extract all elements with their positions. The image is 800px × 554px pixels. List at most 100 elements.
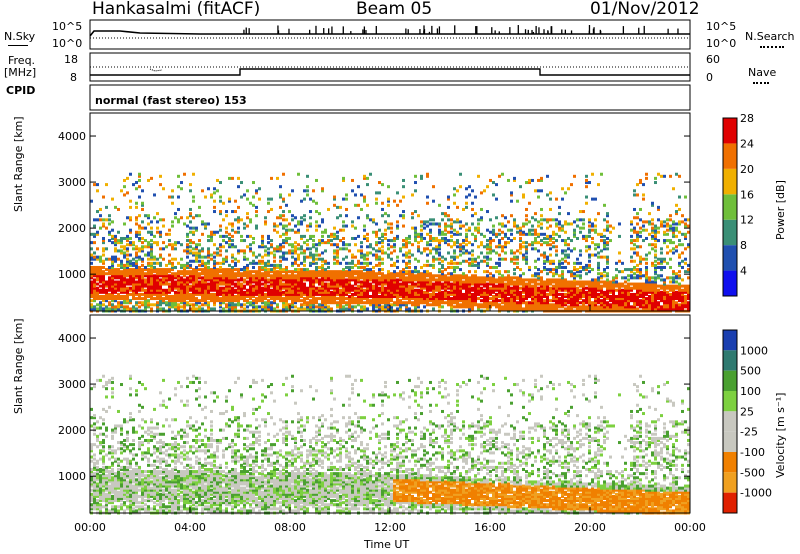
echo-cell [123, 255, 126, 259]
echo-cell [603, 299, 606, 303]
echo-cell [387, 294, 390, 298]
echo-cell [639, 234, 642, 238]
echo-cell [270, 239, 273, 243]
echo-cell [102, 276, 105, 280]
echo-cell [324, 303, 327, 307]
echo-cell [141, 207, 144, 211]
echo-cell [606, 294, 609, 298]
echo-cell [477, 218, 480, 222]
echo-cell [423, 284, 426, 288]
echo-cell [621, 290, 624, 294]
echo-cell [552, 236, 555, 240]
echo-cell [450, 245, 453, 249]
echo-cell [474, 297, 477, 301]
echo-cell [285, 294, 288, 298]
echo-cell [507, 305, 510, 309]
echo-cell [135, 276, 138, 280]
echo-cell [228, 292, 231, 296]
echo-cell [150, 245, 153, 249]
echo-cell [207, 251, 210, 255]
echo-cell [447, 195, 450, 199]
echo-cell [366, 276, 369, 280]
echo-cell [630, 234, 633, 238]
echo-cell [351, 276, 354, 280]
echo-cell [111, 297, 114, 301]
echo-cell [390, 294, 393, 298]
echo-cell [600, 280, 603, 284]
echo-cell [459, 286, 462, 290]
echo-cell [219, 268, 222, 272]
echo-cell [114, 259, 117, 263]
echo-cell [219, 224, 222, 228]
echo-cell [321, 299, 324, 303]
echo-cell [612, 297, 615, 301]
echo-cell [258, 253, 261, 257]
echo-cell [516, 278, 519, 282]
echo-cell [183, 288, 186, 292]
echo-cell [501, 288, 504, 292]
echo-cell [468, 185, 471, 189]
echo-cell [303, 268, 306, 272]
echo-cell [135, 259, 138, 263]
echo-cell [147, 216, 150, 220]
echo-cell [486, 305, 489, 309]
echo-cell [474, 212, 477, 216]
echo-cell [408, 297, 411, 301]
echo-cell [456, 294, 459, 298]
echo-cell [486, 303, 489, 307]
echo-cell [126, 270, 129, 274]
echo-cell [390, 222, 393, 226]
echo-cell [228, 222, 231, 226]
echo-cell [465, 205, 468, 209]
echo-cell [504, 284, 507, 288]
echo-cell [435, 303, 438, 307]
echo-cell [249, 292, 252, 296]
echo-cell [498, 245, 501, 249]
echo-cell [561, 299, 564, 303]
echo-cell [543, 268, 546, 272]
echo-cell [450, 307, 453, 311]
echo-cell [531, 288, 534, 292]
echo-cell [309, 284, 312, 288]
echo-cell [444, 292, 447, 296]
echo-cell [636, 299, 639, 303]
echo-cell [222, 234, 225, 238]
echo-cell [561, 286, 564, 290]
echo-cell [414, 278, 417, 282]
echo-cell [633, 292, 636, 296]
echo-cell [573, 174, 576, 178]
echo-cell [306, 288, 309, 292]
echo-cell [366, 284, 369, 288]
echo-cell [174, 292, 177, 296]
echo-cell [450, 234, 453, 238]
echo-cell [405, 263, 408, 267]
echo-cell [255, 297, 258, 301]
echo-cell [357, 203, 360, 207]
echo-cell [261, 265, 264, 269]
echo-cell [300, 234, 303, 238]
echo-cell [342, 220, 345, 224]
echo-cell [432, 199, 435, 203]
echo-cell [537, 297, 540, 301]
echo-cell [597, 280, 600, 284]
echo-cell [573, 299, 576, 303]
echo-cell [561, 224, 564, 228]
echo-cell [540, 232, 543, 236]
echo-cell [177, 294, 180, 298]
echo-cell [534, 301, 537, 305]
echo-cell [555, 290, 558, 294]
echo-cell [336, 292, 339, 296]
echo-cell [531, 247, 534, 251]
echo-cell [372, 292, 375, 296]
echo-cell [216, 292, 219, 296]
echo-cell [291, 290, 294, 294]
echo-cell [117, 286, 120, 290]
echo-cell [141, 259, 144, 263]
echo-cell [261, 286, 264, 290]
echo-cell [354, 278, 357, 282]
echo-cell [453, 282, 456, 286]
echo-cell [324, 268, 327, 272]
echo-cell [531, 307, 534, 311]
echo-cell [162, 278, 165, 282]
echo-cell [99, 259, 102, 263]
